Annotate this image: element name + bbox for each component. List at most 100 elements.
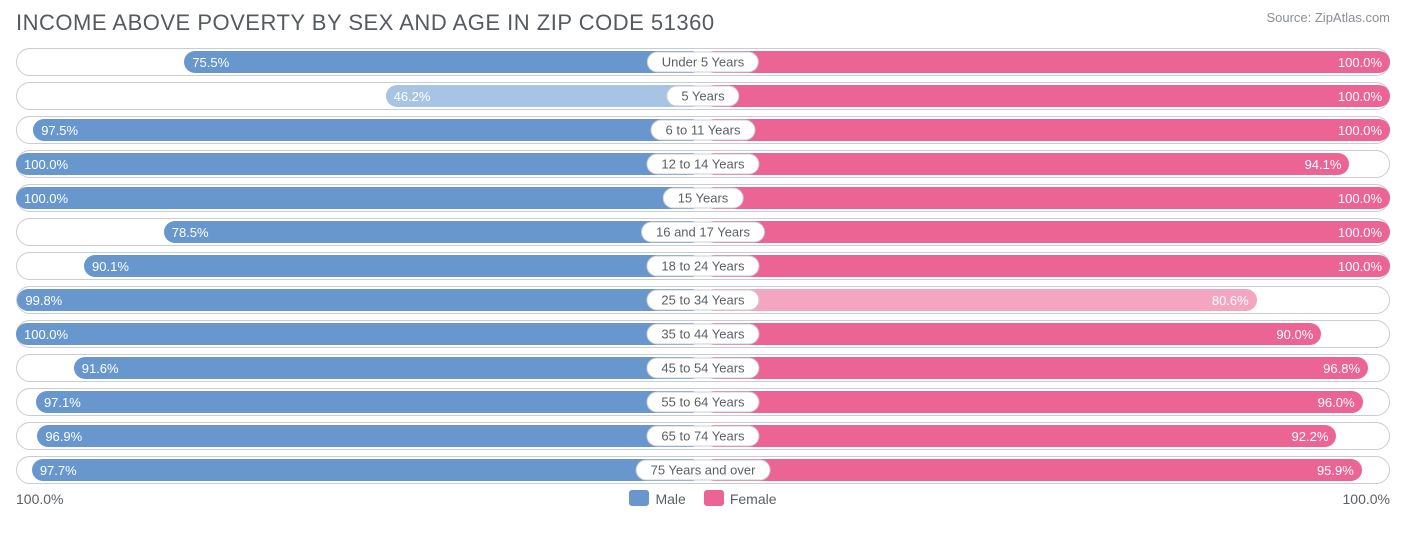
female-swatch-icon	[704, 490, 724, 506]
female-bar: 94.1%	[703, 153, 1349, 175]
female-half: 94.1%	[703, 150, 1390, 178]
female-value: 100.0%	[1330, 85, 1390, 107]
male-value: 46.2%	[386, 85, 439, 107]
chart-row: 100.0%100.0%15 Years	[16, 184, 1390, 212]
male-value: 90.1%	[84, 255, 137, 277]
male-bar: 90.1%	[84, 255, 703, 277]
male-value: 75.5%	[184, 51, 237, 73]
age-label: 15 Years	[663, 188, 744, 209]
female-value: 96.8%	[1315, 357, 1368, 379]
male-half: 97.7%	[16, 456, 703, 484]
male-half: 75.5%	[16, 48, 703, 76]
male-bar: 100.0%	[16, 187, 703, 209]
female-value: 100.0%	[1330, 221, 1390, 243]
female-bar: 100.0%	[703, 255, 1390, 277]
female-value: 100.0%	[1330, 51, 1390, 73]
age-label: 45 to 54 Years	[646, 358, 759, 379]
male-bar: 46.2%	[386, 85, 703, 107]
male-half: 100.0%	[16, 320, 703, 348]
female-half: 95.9%	[703, 456, 1390, 484]
female-half: 90.0%	[703, 320, 1390, 348]
poverty-chart: INCOME ABOVE POVERTY BY SEX AND AGE IN Z…	[0, 0, 1406, 559]
chart-row: 91.6% 96.8% 45 to 54 Years	[16, 354, 1390, 382]
female-bar: 100.0%	[703, 221, 1390, 243]
male-half: 96.9%	[16, 422, 703, 450]
axis-left-label: 100.0%	[16, 491, 63, 507]
legend-male: Male	[629, 490, 685, 507]
female-half: 100.0%	[703, 184, 1390, 212]
male-bar: 100.0%	[16, 153, 703, 175]
legend-female-label: Female	[730, 491, 777, 507]
male-value: 97.5%	[33, 119, 86, 141]
chart-row: 100.0% 94.1%12 to 14 Years	[16, 150, 1390, 178]
female-half: 92.2%	[703, 422, 1390, 450]
female-bar: 80.6%	[703, 289, 1257, 311]
legend: Male Female	[629, 490, 776, 507]
chart-header: INCOME ABOVE POVERTY BY SEX AND AGE IN Z…	[16, 10, 1390, 36]
male-swatch-icon	[629, 490, 649, 506]
male-value: 100.0%	[16, 153, 76, 175]
male-bar: 78.5%	[164, 221, 703, 243]
male-value: 99.8%	[17, 289, 70, 311]
chart-title: INCOME ABOVE POVERTY BY SEX AND AGE IN Z…	[16, 10, 715, 36]
chart-row: 97.1%96.0%55 to 64 Years	[16, 388, 1390, 416]
male-bar: 91.6%	[74, 357, 703, 379]
female-bar: 96.0%	[703, 391, 1363, 413]
male-value: 100.0%	[16, 323, 76, 345]
male-half: 90.1%	[16, 252, 703, 280]
male-bar: 75.5%	[184, 51, 703, 73]
chart-row: 97.5% 100.0% 6 to 11 Years	[16, 116, 1390, 144]
legend-female: Female	[704, 490, 777, 507]
female-half: 100.0%	[703, 48, 1390, 76]
age-label: Under 5 Years	[647, 52, 759, 73]
chart-row: 99.8% 80.6%25 to 34 Years	[16, 286, 1390, 314]
chart-row: 75.5% 100.0% Under 5 Years	[16, 48, 1390, 76]
female-bar: 96.8%	[703, 357, 1368, 379]
female-half: 100.0%	[703, 218, 1390, 246]
male-bar: 97.5%	[33, 119, 703, 141]
male-bar: 97.7%	[32, 459, 703, 481]
male-value: 78.5%	[164, 221, 217, 243]
male-value: 100.0%	[16, 187, 76, 209]
female-bar: 100.0%	[703, 187, 1390, 209]
female-value: 100.0%	[1330, 255, 1390, 277]
age-label: 16 and 17 Years	[641, 222, 765, 243]
age-label: 12 to 14 Years	[646, 154, 759, 175]
chart-row: 78.5% 100.0% 16 and 17 Years	[16, 218, 1390, 246]
female-bar: 92.2%	[703, 425, 1336, 447]
male-half: 91.6%	[16, 354, 703, 382]
axis-right-label: 100.0%	[1343, 491, 1390, 507]
male-half: 97.1%	[16, 388, 703, 416]
chart-row: 46.2% 100.0% 5 Years	[16, 82, 1390, 110]
male-value: 97.7%	[32, 459, 85, 481]
female-bar: 95.9%	[703, 459, 1362, 481]
female-half: 96.0%	[703, 388, 1390, 416]
male-half: 100.0%	[16, 150, 703, 178]
age-label: 6 to 11 Years	[651, 120, 756, 141]
male-half: 46.2%	[16, 82, 703, 110]
female-bar: 100.0%	[703, 51, 1390, 73]
age-label: 55 to 64 Years	[646, 392, 759, 413]
male-value: 96.9%	[37, 425, 90, 447]
female-half: 80.6%	[703, 286, 1390, 314]
age-label: 5 Years	[666, 86, 739, 107]
female-value: 100.0%	[1330, 119, 1390, 141]
age-label: 65 to 74 Years	[646, 426, 759, 447]
male-half: 99.8%	[16, 286, 703, 314]
male-bar: 99.8%	[17, 289, 703, 311]
female-half: 100.0%	[703, 116, 1390, 144]
female-half: 100.0%	[703, 82, 1390, 110]
legend-male-label: Male	[655, 491, 685, 507]
chart-source: Source: ZipAtlas.com	[1266, 10, 1390, 25]
age-label: 75 Years and over	[636, 460, 771, 481]
chart-row: 96.9% 92.2% 65 to 74 Years	[16, 422, 1390, 450]
age-label: 35 to 44 Years	[646, 324, 759, 345]
female-value: 92.2%	[1284, 425, 1337, 447]
female-value: 95.9%	[1309, 459, 1362, 481]
age-label: 25 to 34 Years	[646, 290, 759, 311]
chart-rows: 75.5% 100.0% Under 5 Years 46.2% 100.0% 5 Yea…	[16, 48, 1390, 484]
chart-row: 97.7% 95.9% 75 Years and over	[16, 456, 1390, 484]
male-value: 91.6%	[74, 357, 127, 379]
chart-row: 90.1%100.0%18 to 24 Years	[16, 252, 1390, 280]
male-bar: 100.0%	[16, 323, 703, 345]
